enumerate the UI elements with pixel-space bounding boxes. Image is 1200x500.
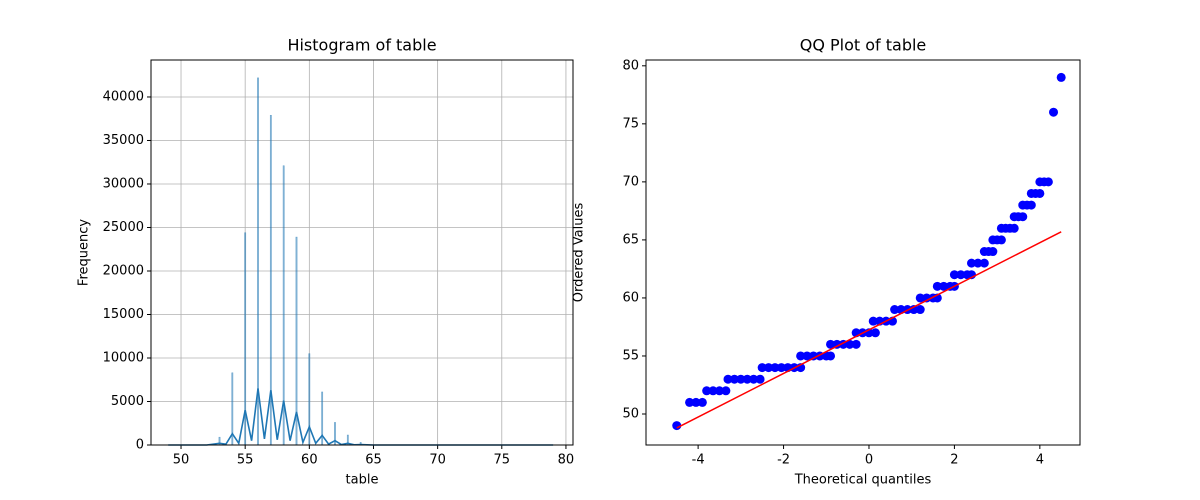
y-tick-label: 35000 bbox=[103, 133, 144, 148]
qq-point bbox=[851, 339, 861, 349]
qq-point bbox=[949, 270, 959, 280]
qq-point bbox=[1026, 200, 1036, 210]
y-tick-label: 55 bbox=[622, 348, 639, 363]
qq-point bbox=[702, 386, 712, 396]
x-tick-label: 4 bbox=[1036, 453, 1044, 468]
qq-point bbox=[796, 351, 806, 361]
qq-point bbox=[764, 363, 774, 373]
qq-point bbox=[736, 374, 746, 384]
x-axis-label: table bbox=[346, 473, 379, 488]
qq-point bbox=[826, 339, 836, 349]
x-tick-label: -2 bbox=[777, 453, 790, 468]
y-tick-label: 50 bbox=[622, 407, 639, 422]
x-tick-label: 2 bbox=[950, 453, 958, 468]
qq-point bbox=[922, 293, 932, 303]
x-tick-label: 60 bbox=[301, 453, 318, 468]
qq-point bbox=[776, 363, 786, 373]
qq-point bbox=[988, 247, 998, 257]
qq-point bbox=[723, 374, 733, 384]
qq-point bbox=[685, 397, 695, 407]
x-tick-label: 75 bbox=[494, 453, 511, 468]
y-tick-label: 60 bbox=[622, 290, 639, 305]
fit-line bbox=[676, 231, 1062, 429]
y-tick-label: 30000 bbox=[103, 176, 144, 191]
y-tick-label: 0 bbox=[136, 438, 144, 453]
kde-line bbox=[168, 388, 554, 446]
x-tick-label: 70 bbox=[429, 453, 446, 468]
qq-point bbox=[939, 281, 949, 291]
qq-point bbox=[956, 270, 966, 280]
qq-point bbox=[868, 316, 878, 326]
qq-point bbox=[1043, 177, 1053, 187]
qq-point bbox=[770, 363, 780, 373]
y-axis-label: Ordered Values bbox=[572, 203, 587, 303]
x-axis-label: Theoretical quantiles bbox=[794, 473, 932, 488]
qq-point bbox=[742, 374, 752, 384]
qq-point bbox=[808, 351, 818, 361]
qq-point bbox=[890, 305, 900, 315]
y-tick-label: 15000 bbox=[103, 307, 144, 322]
chart-title: QQ Plot of table bbox=[800, 36, 927, 55]
qq-point bbox=[1049, 107, 1059, 117]
qq-point bbox=[826, 351, 836, 361]
x-tick-label: 80 bbox=[558, 453, 575, 468]
qq-point bbox=[967, 258, 976, 268]
histogram-bar bbox=[308, 353, 311, 446]
y-tick-label: 70 bbox=[622, 174, 639, 189]
x-tick-label: 50 bbox=[173, 453, 190, 468]
axes-frame bbox=[150, 59, 574, 446]
qq-point bbox=[915, 293, 925, 303]
qq-point bbox=[1009, 223, 1019, 233]
qq-point bbox=[996, 235, 1006, 245]
y-tick-label: 65 bbox=[622, 232, 639, 247]
qq-point bbox=[915, 305, 925, 315]
qq-point bbox=[1018, 212, 1028, 222]
x-tick-label: 0 bbox=[865, 453, 873, 468]
y-tick-label: 10000 bbox=[103, 350, 144, 365]
y-tick-label: 40000 bbox=[103, 89, 144, 104]
qq-point bbox=[870, 328, 880, 338]
qq-point bbox=[697, 397, 707, 407]
chart-title: Histogram of table bbox=[287, 36, 436, 55]
qq-point bbox=[973, 258, 983, 268]
y-tick-label: 25000 bbox=[103, 220, 144, 235]
qq-point bbox=[1056, 72, 1066, 82]
qq-point bbox=[802, 351, 812, 361]
qq-point bbox=[757, 363, 767, 373]
qq-point bbox=[845, 339, 855, 349]
qq-point bbox=[672, 421, 682, 431]
qq-point bbox=[932, 281, 942, 291]
qq-point bbox=[749, 374, 759, 384]
qq-point bbox=[691, 397, 701, 407]
qq-point bbox=[708, 386, 718, 396]
qq-point bbox=[755, 374, 765, 384]
y-tick-label: 20000 bbox=[103, 263, 144, 278]
y-tick-label: 75 bbox=[622, 116, 639, 131]
y-tick-label: 80 bbox=[622, 58, 639, 73]
qq-point bbox=[721, 386, 731, 396]
axes-frame bbox=[645, 59, 1081, 446]
qq-point bbox=[979, 258, 989, 268]
y-tick-label: 5000 bbox=[111, 394, 144, 409]
qq-point bbox=[714, 386, 724, 396]
x-tick-label: 55 bbox=[237, 453, 254, 468]
y-axis-label: Frequency bbox=[77, 219, 92, 286]
x-tick-label: -4 bbox=[692, 453, 705, 468]
qq-point bbox=[1035, 188, 1045, 198]
qq-point bbox=[729, 374, 739, 384]
x-tick-label: 65 bbox=[365, 453, 382, 468]
